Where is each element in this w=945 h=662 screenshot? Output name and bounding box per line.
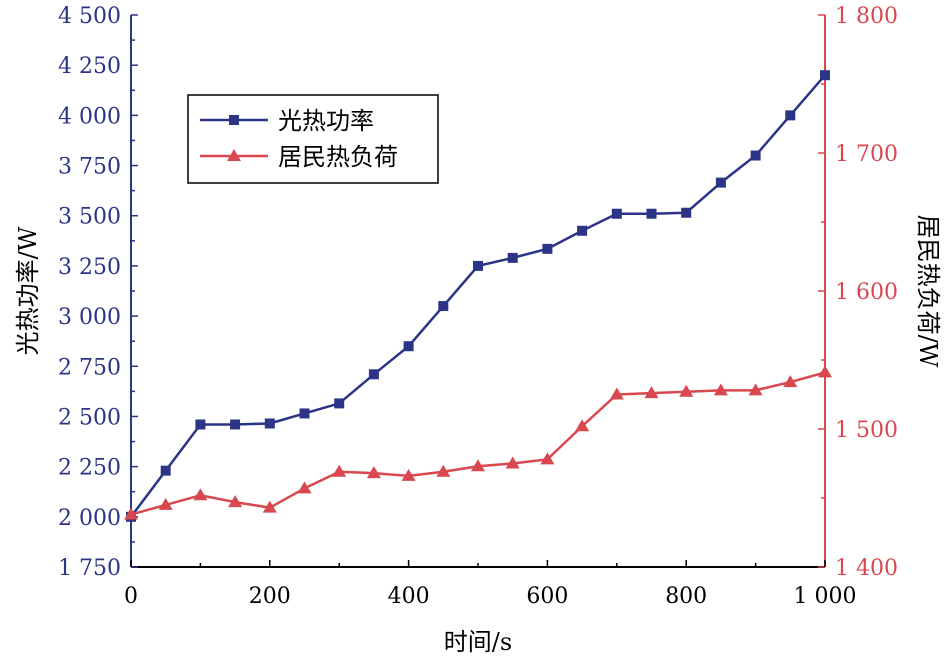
legend-label: 光热功率 (278, 107, 374, 135)
left-y-tick-label: 2 750 (58, 355, 121, 380)
legend-item: 居民热负荷 (200, 143, 398, 171)
data-point (124, 507, 138, 520)
data-point (609, 387, 624, 400)
legend-item: 光热功率 (200, 107, 374, 135)
legend-label: 居民热负荷 (278, 143, 398, 171)
right-y-tick-label: 1 800 (835, 4, 898, 29)
data-point (297, 481, 312, 494)
right-y-tick-label: 1 400 (835, 556, 898, 581)
left-y-tick-label: 3 250 (58, 255, 121, 280)
left-y-tick-label: 1 750 (58, 556, 121, 581)
legend-marker (229, 115, 239, 125)
left-y-tick-label: 2 000 (58, 506, 121, 531)
data-point (401, 468, 416, 481)
data-point (575, 419, 590, 432)
series-layer (124, 70, 832, 522)
data-point (542, 243, 553, 254)
x-tick-label: 600 (526, 584, 568, 609)
data-point (611, 208, 622, 219)
data-point (262, 500, 277, 513)
data-point (193, 488, 208, 501)
right-y-tick-label: 1 700 (835, 142, 898, 167)
data-point (820, 70, 830, 81)
data-point (540, 452, 555, 465)
data-point (195, 419, 206, 430)
left-y-tick-label: 2 250 (58, 456, 121, 481)
left-y-tick-label: 3 500 (58, 205, 121, 230)
data-point (713, 383, 728, 396)
axes: 1 750 2 000 2 250 2 500 2 750 3 000 3 250 3 500… (58, 4, 898, 609)
data-point (750, 150, 761, 161)
series-1 (126, 70, 830, 522)
data-point (160, 465, 171, 476)
data-point (264, 418, 275, 429)
data-point (436, 464, 451, 477)
data-point (299, 408, 310, 419)
left-y-tick-label: 4 000 (58, 104, 121, 129)
left-y-tick-label: 3 750 (58, 155, 121, 180)
data-point (783, 375, 798, 388)
data-point (577, 225, 588, 236)
data-point (679, 384, 694, 397)
data-point (507, 252, 518, 263)
left-y-axis-label: 光热功率/W (14, 226, 42, 355)
left-y-tick-label: 3 000 (58, 305, 121, 330)
data-point (366, 466, 381, 479)
left-y-tick-label: 4 500 (58, 4, 121, 29)
left-y-tick-label: 4 250 (58, 54, 121, 79)
data-point (368, 369, 379, 380)
data-point (438, 301, 449, 312)
x-tick-label: 200 (249, 584, 291, 609)
x-tick-label: 1 000 (794, 584, 857, 609)
data-point (785, 110, 796, 121)
data-point (715, 177, 726, 188)
data-point (158, 497, 173, 510)
x-tick-label: 400 (388, 584, 430, 609)
left-y-tick-label: 2 500 (58, 405, 121, 430)
data-point (505, 456, 520, 469)
legend-box (187, 94, 439, 184)
legend-marker (227, 149, 241, 161)
data-point (334, 398, 345, 409)
data-point (403, 341, 414, 352)
right-y-axis-label: 居民热负荷/W (914, 215, 942, 368)
data-point (646, 208, 657, 219)
x-tick-label: 0 (124, 584, 138, 609)
x-axis-label: 时间/s (444, 628, 512, 656)
data-point (228, 495, 243, 508)
series-2 (124, 365, 832, 520)
data-point (748, 383, 763, 396)
right-y-tick-label: 1 600 (835, 280, 898, 305)
x-tick-label: 800 (665, 584, 707, 609)
data-point (818, 365, 832, 378)
data-point (230, 419, 241, 430)
data-point (681, 207, 692, 218)
data-point (332, 464, 347, 477)
right-y-tick-label: 1 500 (835, 418, 898, 443)
data-point (644, 386, 659, 399)
data-point (471, 459, 485, 472)
data-point (473, 260, 483, 271)
